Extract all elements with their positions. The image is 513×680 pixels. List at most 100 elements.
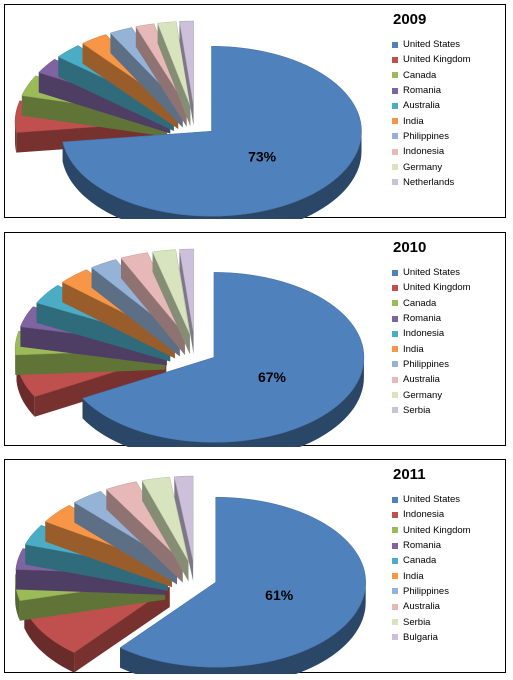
legend-label: Germany	[403, 389, 443, 401]
legend-swatch	[392, 603, 398, 610]
legend-item: Netherlands	[392, 175, 471, 190]
legend-label: Germany	[403, 161, 443, 173]
legend-item: Serbia	[392, 403, 471, 418]
legend-item: Canada	[392, 553, 471, 568]
legend-swatch	[392, 133, 398, 140]
pie-slice-serbia	[179, 248, 194, 355]
legend-swatch	[392, 72, 398, 79]
legend-swatch	[392, 300, 398, 307]
data-label: 67%	[258, 369, 287, 385]
legend-label: Bulgaria	[403, 631, 438, 643]
legend-label: Romania	[403, 313, 442, 325]
legend-swatch	[392, 102, 398, 109]
legend-label: United Kingdom	[403, 54, 471, 66]
data-label: 73%	[248, 149, 277, 165]
legend-item: Indonesia	[392, 144, 471, 159]
pie-slice-germany	[157, 21, 191, 127]
legend-label: Romania	[403, 540, 442, 552]
legend-label: Serbia	[403, 404, 431, 416]
legend-swatch	[392, 56, 398, 63]
legend-swatch	[392, 269, 398, 276]
legend-swatch	[392, 588, 398, 595]
legend-item: Australia	[392, 372, 471, 387]
legend-item: Philippines	[392, 357, 471, 372]
legend-label: Australia	[403, 100, 440, 112]
legend-item: India	[392, 341, 471, 356]
pie-slice-netherlands	[179, 20, 194, 127]
legend-item: United States	[392, 492, 471, 507]
chart-panel-2011: 61% 2011 United States Indonesia United Ki…	[4, 459, 506, 674]
legend-label: Serbia	[403, 616, 431, 628]
legend-item: Australia	[392, 98, 471, 113]
legend-label: Philippines	[403, 358, 449, 370]
legend-swatch	[392, 376, 398, 383]
legend-label: United Kingdom	[403, 524, 471, 536]
legend-label: Indonesia	[403, 146, 445, 158]
legend-swatch	[392, 634, 398, 641]
legend-item: Romania	[392, 311, 471, 326]
pie-slice-united-states	[82, 272, 365, 447]
chart-legend: United States United Kingdom Canada Romania…	[392, 265, 471, 418]
legend-item: United States	[392, 265, 471, 280]
legend-label: Australia	[403, 374, 440, 386]
legend-swatch	[392, 179, 398, 186]
legend-swatch	[392, 164, 398, 171]
legend-swatch	[392, 118, 398, 125]
legend-swatch	[392, 284, 398, 291]
legend-swatch	[392, 87, 398, 94]
legend-swatch	[392, 407, 398, 414]
legend-swatch	[392, 619, 398, 626]
pie-chart-2010: 67%	[14, 248, 365, 447]
legend-label: Netherlands	[403, 176, 455, 188]
legend-item: Serbia	[392, 614, 471, 629]
legend-item: Indonesia	[392, 507, 471, 522]
pie-slice-united-states	[119, 496, 366, 674]
legend-label: Philippines	[403, 130, 449, 142]
legend-label: Indonesia	[403, 509, 445, 521]
legend-swatch	[392, 361, 398, 368]
legend-item: Romania	[392, 538, 471, 553]
legend-swatch	[392, 573, 398, 580]
legend-label: Australia	[403, 601, 440, 613]
legend-swatch	[392, 330, 398, 337]
legend-swatch	[392, 542, 398, 549]
legend-label: United Kingdom	[403, 282, 471, 294]
chart-legend: United States United Kingdom Canada Romania…	[392, 37, 471, 190]
legend-label: India	[403, 115, 424, 127]
legend-item: India	[392, 113, 471, 128]
legend-item: Canada	[392, 296, 471, 311]
legend-swatch	[392, 527, 398, 534]
legend-swatch	[392, 511, 398, 518]
legend-label: India	[403, 343, 424, 355]
legend-item: Bulgaria	[392, 630, 471, 645]
legend-label: United States	[403, 39, 461, 51]
legend-item: Romania	[392, 83, 471, 98]
legend-item: United Kingdom	[392, 52, 471, 67]
pie-chart-2009: 73%	[14, 20, 362, 219]
chart-title: 2010	[393, 239, 427, 256]
legend-label: Romania	[403, 85, 442, 97]
legend-item: Germany	[392, 387, 471, 402]
pie-slice-serbia	[141, 476, 189, 582]
legend-label: Canada	[403, 555, 437, 567]
legend-item: Philippines	[392, 584, 471, 599]
legend-swatch	[392, 148, 398, 155]
legend-label: Canada	[403, 297, 437, 309]
legend-item: United Kingdom	[392, 523, 471, 538]
legend-label: Indonesia	[403, 328, 445, 340]
pie-chart-2011: 61%	[14, 475, 366, 674]
legend-item: United Kingdom	[392, 280, 471, 295]
legend-item: Germany	[392, 159, 471, 174]
chart-panel-2009: 73% 2009 United States United Kingdom Cana…	[4, 4, 506, 219]
legend-swatch	[392, 392, 398, 399]
legend-label: India	[403, 570, 424, 582]
legend-item: United States	[392, 37, 471, 52]
chart-legend: United States Indonesia United Kingdom Roma…	[392, 492, 471, 645]
legend-item: Australia	[392, 599, 471, 614]
legend-swatch	[392, 496, 398, 503]
chart-panel-2010: 67% 2010 United States United Kingdom Cana…	[4, 232, 506, 447]
legend-label: Canada	[403, 69, 437, 81]
legend-swatch	[392, 41, 398, 48]
pie-slice-united-states	[62, 45, 362, 219]
legend-item: Indonesia	[392, 326, 471, 341]
